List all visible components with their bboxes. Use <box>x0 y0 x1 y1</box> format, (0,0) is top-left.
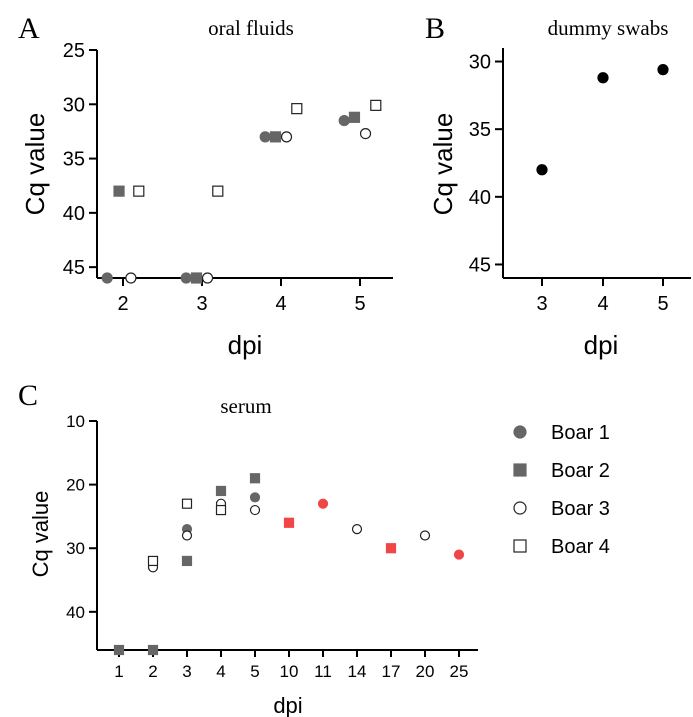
data-point <box>113 644 125 656</box>
data-point <box>338 114 350 127</box>
legend-label: Boar 4 <box>551 536 610 558</box>
data-point <box>351 524 363 535</box>
legend-marker <box>513 501 527 515</box>
x-axis-label: dpi <box>273 693 302 717</box>
legend-marker <box>513 425 527 439</box>
data-point <box>249 504 261 516</box>
x-tick-label: 2 <box>117 293 128 315</box>
data-point <box>125 272 137 284</box>
chart-title: oral fluids <box>208 16 294 40</box>
data-point <box>180 272 192 284</box>
x-tick-label: 2 <box>148 662 157 681</box>
y-tick-label: 20 <box>66 476 85 495</box>
x-tick-label: 1 <box>114 662 123 681</box>
y-tick-label: 35 <box>469 119 491 141</box>
data-point <box>359 128 372 140</box>
data-point <box>181 498 193 509</box>
data-point <box>536 164 548 176</box>
data-point <box>249 473 261 484</box>
y-tick-label: 25 <box>63 40 85 62</box>
x-axis-label: dpi <box>228 330 263 360</box>
y-tick-label: 40 <box>66 603 85 622</box>
data-point <box>280 131 293 143</box>
data-point <box>348 111 361 123</box>
panel-c-serum-chart: 10 20 30 40 1 2 3 4 5 10 11 14 17 20 25 serum dpi Cq valu… <box>28 394 478 717</box>
data-point <box>597 72 609 84</box>
y-axis-label: Cq value <box>28 491 53 578</box>
y-tick-label: 30 <box>63 94 85 116</box>
data-point <box>181 530 193 541</box>
x-tick-label: 25 <box>450 662 469 681</box>
x-tick-label: 10 <box>280 662 299 681</box>
data-point <box>190 272 203 284</box>
x-tick-label: 3 <box>196 293 207 315</box>
legend-marker <box>513 463 527 477</box>
panel-letter-c: C <box>18 379 38 412</box>
x-tick-label: 4 <box>275 293 286 315</box>
x-tick-label: 4 <box>216 662 225 681</box>
data-point <box>212 185 224 197</box>
y-tick-label: 10 <box>66 412 85 431</box>
y-tick-label: 40 <box>63 203 85 225</box>
y-tick-label: 35 <box>63 149 85 171</box>
data-point <box>291 103 303 115</box>
x-tick-label: 20 <box>416 662 435 681</box>
y-tick-label: 30 <box>469 52 491 74</box>
legend-label: Boar 3 <box>551 498 610 520</box>
x-tick-label: 11 <box>314 662 332 681</box>
panel-letter-a: A <box>18 12 40 45</box>
data-point <box>283 517 295 528</box>
data-point <box>133 185 145 197</box>
data-point <box>269 131 282 143</box>
x-tick-label: 3 <box>182 662 191 681</box>
x-tick-label: 5 <box>354 293 365 315</box>
data-point <box>249 492 261 503</box>
data-point <box>215 504 227 516</box>
data-point <box>113 185 125 197</box>
x-tick-label: 4 <box>597 293 608 315</box>
data-point <box>370 99 382 111</box>
data-point <box>259 131 271 143</box>
legend-label: Boar 2 <box>551 460 610 482</box>
legend: Boar 1 Boar 2 Boar 3 Boar 4 <box>513 422 610 558</box>
data-point <box>147 555 159 567</box>
legend-marker <box>513 539 527 553</box>
data-point <box>419 530 431 541</box>
data-point <box>215 485 227 497</box>
y-tick-label: 45 <box>469 254 491 276</box>
y-tick-label: 45 <box>63 257 85 279</box>
y-tick-label: 40 <box>469 187 491 209</box>
data-point <box>101 272 113 284</box>
x-axis-label: dpi <box>584 330 619 360</box>
data-point <box>201 272 214 284</box>
y-axis-label: Cq value <box>428 113 458 216</box>
panel-letter-b: B <box>425 12 445 45</box>
legend-label: Boar 1 <box>551 422 610 444</box>
chart-title: serum <box>220 394 271 418</box>
chart-title: dummy swabs <box>548 16 669 40</box>
data-point <box>181 555 193 567</box>
y-tick-label: 30 <box>66 539 85 558</box>
x-tick-label: 5 <box>250 662 259 681</box>
x-tick-label: 3 <box>536 293 547 315</box>
data-point <box>147 644 159 656</box>
x-tick-label: 17 <box>382 662 401 681</box>
data-point <box>317 498 329 509</box>
x-tick-label: 14 <box>348 662 367 681</box>
data-point <box>453 549 465 560</box>
x-tick-label: 5 <box>657 293 668 315</box>
data-point <box>385 543 397 554</box>
data-point <box>657 64 669 76</box>
y-axis-label: Cq value <box>20 113 50 216</box>
